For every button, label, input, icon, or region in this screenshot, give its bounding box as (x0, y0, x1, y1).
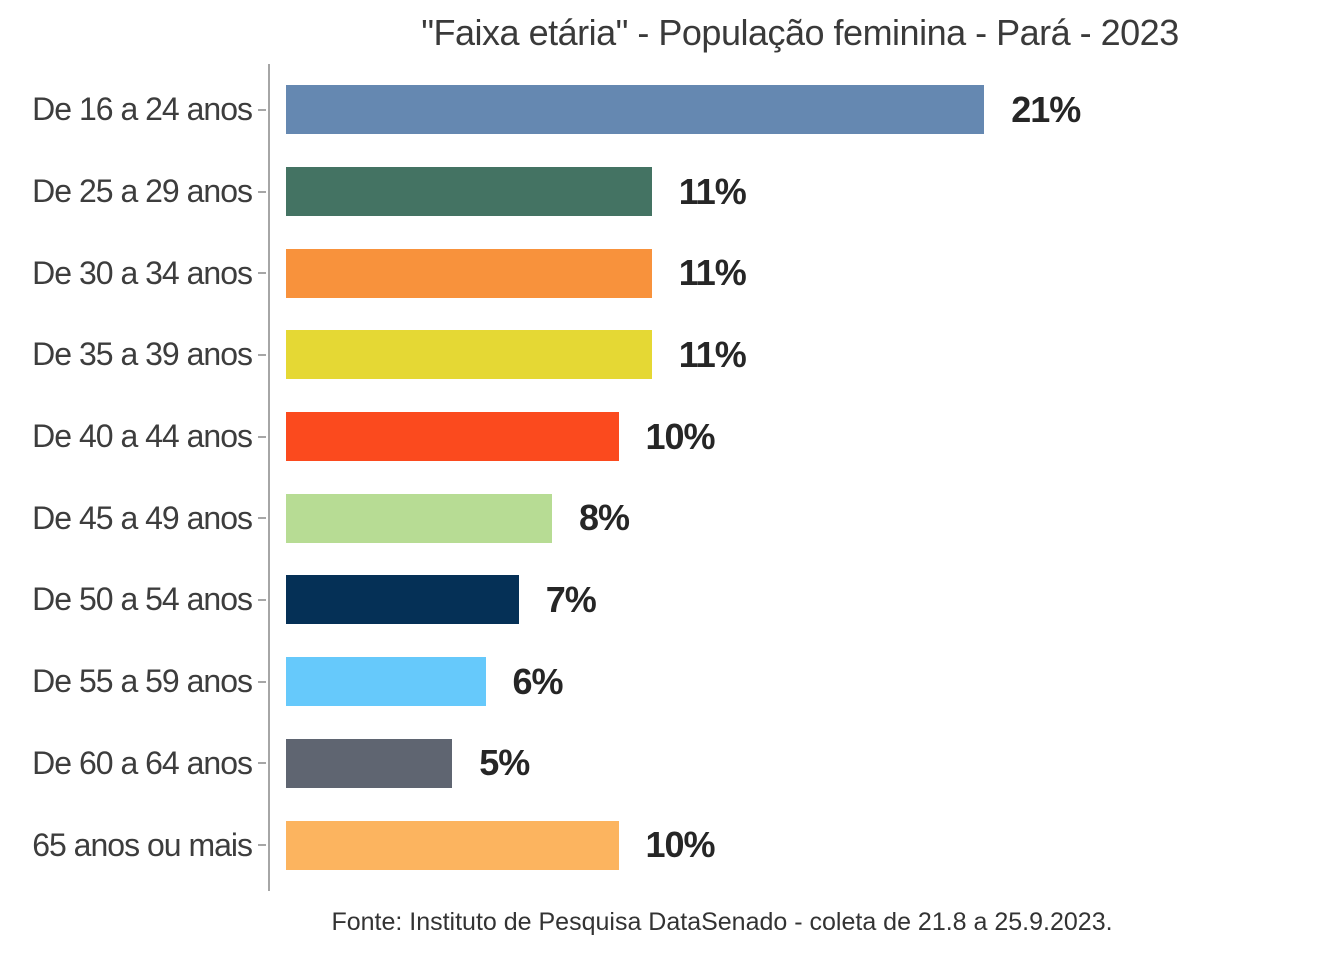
bar-row: De 55 a 59 anos 6% (0, 641, 1344, 723)
axis-tick (258, 190, 266, 193)
bar (286, 412, 619, 462)
category-label: De 60 a 64 anos (32, 744, 253, 781)
bar-chart: De 16 a 24 anos 21% De 25 a 29 anos 11% De 3… (0, 64, 1344, 891)
value-label: 11% (678, 170, 747, 212)
bar (286, 330, 652, 380)
axis-tick (258, 680, 266, 683)
value-label: 10% (645, 415, 716, 457)
category-label: De 45 a 49 anos (32, 499, 253, 536)
category-label: De 50 a 54 anos (32, 581, 253, 618)
bar-row: De 50 a 54 anos 7% (0, 559, 1344, 641)
value-label: 21% (1011, 88, 1081, 130)
axis-tick (258, 517, 266, 520)
bar-row: De 45 a 49 anos 8% (0, 477, 1344, 559)
category-label: De 55 a 59 anos (32, 663, 253, 700)
axis-tick (258, 844, 266, 847)
axis-tick (258, 272, 266, 275)
axis-tick (258, 108, 266, 111)
value-label: 5% (479, 742, 530, 784)
bar-row: De 25 a 29 anos 11% (0, 151, 1344, 233)
category-label: De 40 a 44 anos (32, 418, 253, 455)
axis-tick (258, 762, 266, 765)
value-label: 7% (545, 578, 597, 620)
bar-row: 65 anos ou mais 10% (0, 804, 1344, 886)
source-note: Fonte: Instituto de Pesquisa DataSenado … (331, 908, 1113, 936)
value-label: 11% (678, 252, 747, 294)
bar (286, 820, 619, 870)
bar (286, 738, 453, 788)
bar-row: De 16 a 24 anos 21% (0, 69, 1344, 151)
axis-tick (258, 353, 266, 356)
chart-title: "Faixa etária" - População feminina - Pa… (421, 12, 1179, 53)
bar-row: De 30 a 34 anos 11% (0, 232, 1344, 314)
value-label: 6% (512, 660, 564, 702)
axis-tick (258, 598, 266, 601)
category-label: De 16 a 24 anos (32, 91, 253, 128)
bar-row: De 40 a 44 anos 10% (0, 396, 1344, 478)
value-label: 10% (645, 824, 716, 866)
bar (286, 493, 552, 543)
category-label: De 25 a 29 anos (32, 173, 253, 210)
category-label: 65 anos ou mais (32, 826, 253, 863)
bar-row: De 60 a 64 anos 5% (0, 723, 1344, 805)
category-label: De 30 a 34 anos (32, 254, 253, 291)
bar (286, 575, 519, 625)
axis-tick (258, 435, 266, 438)
bar (286, 167, 652, 217)
bar (286, 85, 985, 135)
value-label: 8% (579, 497, 630, 539)
bar (286, 657, 486, 707)
value-label: 11% (678, 333, 747, 375)
y-axis-line (268, 64, 270, 891)
bar-rows: De 16 a 24 anos 21% De 25 a 29 anos 11% De 3… (0, 69, 1344, 886)
bar (286, 248, 652, 298)
bar-row: De 35 a 39 anos 11% (0, 314, 1344, 396)
category-label: De 35 a 39 anos (32, 336, 253, 373)
